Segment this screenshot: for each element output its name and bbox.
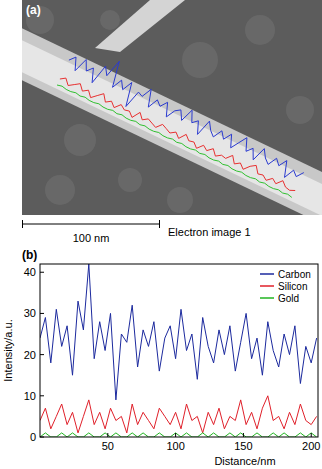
legend-swatch — [260, 273, 274, 275]
image-caption: Electron image 1 — [168, 226, 251, 238]
series-line — [40, 433, 317, 437]
branch — [95, 0, 185, 52]
scale-bar — [22, 224, 160, 225]
scale-bar-end — [22, 220, 23, 228]
y-axis-label: Intensity/a.u. — [2, 319, 14, 381]
y-tick-label: 30 — [24, 307, 36, 319]
y-tick — [40, 272, 44, 273]
nanowire-core — [22, 40, 322, 215]
plot-data — [40, 264, 317, 437]
x-tick — [175, 433, 176, 437]
legend-label: Gold — [278, 293, 299, 304]
x-tick-label: 200 — [302, 440, 320, 452]
overlay-profile — [69, 57, 304, 177]
y-tick — [40, 437, 44, 438]
y-tick — [40, 354, 44, 355]
y-tick-label: 20 — [24, 349, 36, 361]
texture — [100, 10, 120, 30]
texture — [64, 124, 96, 156]
texture — [118, 168, 142, 192]
legend: CarbonSiliconGold — [260, 269, 311, 304]
electron-image — [22, 0, 322, 215]
texture — [182, 42, 218, 78]
series-line — [40, 396, 317, 433]
legend-label: Carbon — [278, 269, 311, 280]
legend-swatch — [260, 285, 274, 287]
series-line — [40, 264, 317, 400]
y-tick-label: 40 — [24, 266, 36, 278]
y-tick — [40, 313, 44, 314]
nanowire — [22, 28, 322, 215]
scale-bar-end — [159, 220, 160, 228]
overlay-profile — [60, 78, 295, 190]
scale-bar-label: 100 nm — [73, 232, 110, 244]
panel-label: (a) — [26, 3, 41, 17]
legend-swatch — [260, 297, 274, 299]
x-tick — [107, 433, 108, 437]
x-tick-label: 150 — [234, 440, 252, 452]
x-tick — [243, 433, 244, 437]
texture — [167, 187, 193, 213]
x-tick-label: 100 — [166, 440, 184, 452]
x-tick-label: 50 — [102, 440, 114, 452]
x-axis-label: Distance/nm — [214, 455, 275, 467]
texture — [45, 175, 75, 205]
y-tick-label: 10 — [24, 390, 36, 402]
texture — [286, 96, 314, 124]
overlay-profile — [57, 85, 292, 197]
y-tick — [40, 395, 44, 396]
figure: (a) 100 nm Electron image 1 (b) 0 10 20 30 40 50 1… — [0, 0, 322, 469]
y-tick-label: 0 — [30, 431, 36, 443]
x-tick — [311, 433, 312, 437]
legend-label: Silicon — [278, 281, 307, 292]
texture — [245, 15, 275, 45]
plot-frame — [40, 264, 318, 437]
panel-label: (b) — [22, 248, 37, 262]
